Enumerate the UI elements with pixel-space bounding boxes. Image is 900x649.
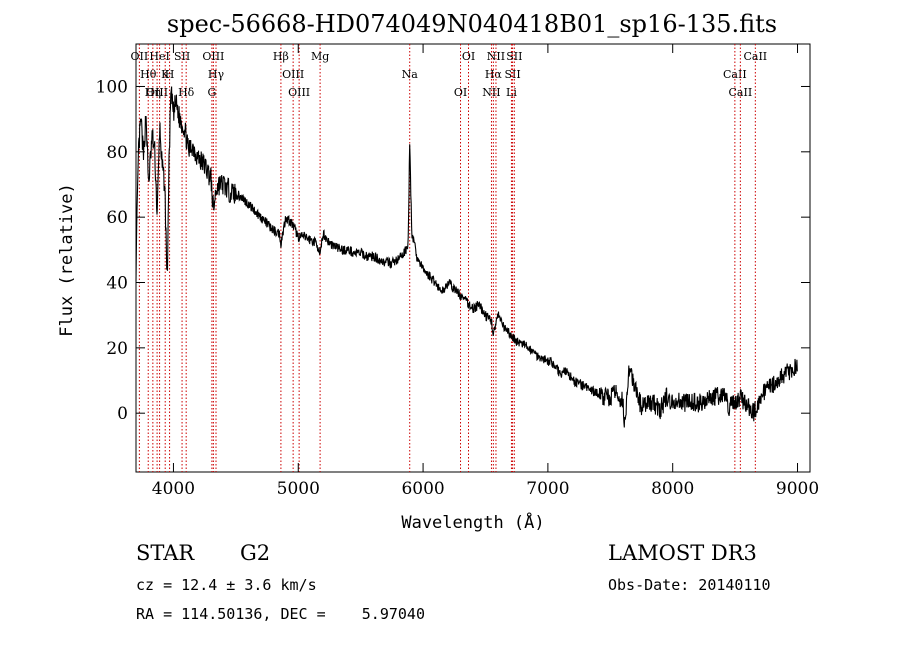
marker-label: NII — [482, 86, 500, 99]
marker-label: OIII — [288, 86, 310, 99]
y-tick-label: 20 — [106, 339, 128, 359]
y-axis-label: Flux (relative) — [57, 183, 77, 337]
axis-tick-layer: 4000 5000 6000 7000 8000 9000 0 20 40 60 80 100 — [96, 44, 819, 499]
survey-name: LAMOST DR3 — [608, 541, 757, 565]
marker-label: Na — [402, 68, 419, 81]
marker-label: Li — [506, 86, 517, 99]
y-tick-label: 60 — [106, 208, 128, 228]
redshift-text: cz = 12.4 ± 3.6 km/s — [136, 576, 317, 594]
marker-label: OIII — [202, 50, 224, 63]
marker-label: SII — [504, 68, 520, 81]
y-tick-label: 40 — [106, 274, 128, 294]
coords-text: RA = 114.50136, DEC = 5.97040 — [136, 605, 425, 623]
line-marker-layer: OII Hθ OIII HeI KHη SII HHδ OIII Hγ G Hβ OIII OIII Mg… — [131, 44, 767, 472]
x-tick-label: 6000 — [401, 479, 444, 499]
marker-label: Hθ — [140, 68, 157, 81]
y-tick-label: 80 — [106, 143, 128, 163]
x-tick-label: 7000 — [526, 479, 569, 499]
obs-date-text: Obs-Date: 20140110 — [608, 576, 771, 594]
marker-label: OII — [131, 50, 149, 63]
spectrum-layer — [135, 86, 798, 428]
object-subclass: G2 — [240, 541, 270, 565]
marker-label: OIII — [282, 68, 304, 81]
marker-label: Hβ — [273, 50, 289, 63]
x-tick-label: 5000 — [277, 479, 320, 499]
x-axis-label: Wavelength (Å) — [401, 511, 544, 533]
plot-frame — [135, 43, 811, 473]
marker-label: CaII — [743, 50, 767, 63]
marker-label: SII — [174, 50, 190, 63]
spectrum-line — [135, 86, 798, 428]
marker-label: OI — [462, 50, 475, 63]
marker-label: G — [207, 86, 216, 99]
marker-label: Hη — [145, 86, 161, 99]
marker-label: K — [161, 68, 170, 81]
marker-label: H — [165, 68, 175, 81]
object-class: STAR — [136, 541, 195, 565]
y-tick-label: 0 — [117, 404, 128, 424]
marker-label: OIII — [146, 86, 168, 99]
x-tick-label: 4000 — [152, 479, 195, 499]
y-tick-label: 100 — [96, 77, 128, 97]
marker-label: CaII — [729, 86, 753, 99]
marker-label: Hα — [485, 68, 503, 81]
marker-label: SII — [506, 50, 522, 63]
marker-label: Mg — [311, 50, 329, 63]
marker-label: Hδ — [178, 86, 195, 99]
marker-label: Hγ — [208, 68, 225, 81]
marker-label: NII — [487, 50, 505, 63]
chart-title: spec-56668-HD074049N040418B01_sp16-135.f… — [167, 10, 777, 38]
x-tick-label: 9000 — [776, 479, 819, 499]
marker-label: OI — [454, 86, 467, 99]
marker-label: HeI — [149, 50, 169, 63]
marker-label: CaII — [723, 68, 747, 81]
x-tick-label: 8000 — [651, 479, 694, 499]
